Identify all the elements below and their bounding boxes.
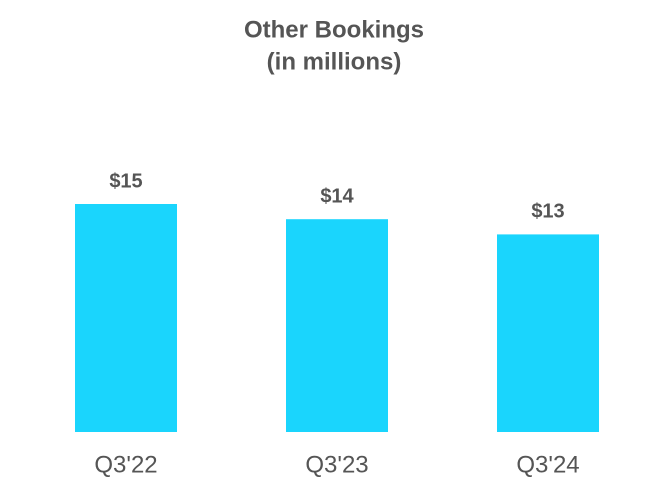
bar <box>497 234 599 432</box>
value-label: $14 <box>320 185 354 207</box>
chart-title: Other Bookings <box>244 16 424 43</box>
x-tick-label: Q3'22 <box>94 451 157 478</box>
x-tick-label: Q3'24 <box>516 451 579 478</box>
value-label: $15 <box>109 170 142 192</box>
bar <box>75 204 177 432</box>
chart-subtitle: (in millions) <box>267 48 402 75</box>
value-label: $13 <box>531 201 564 223</box>
bar <box>286 219 388 432</box>
x-tick-label: Q3'23 <box>305 451 368 478</box>
